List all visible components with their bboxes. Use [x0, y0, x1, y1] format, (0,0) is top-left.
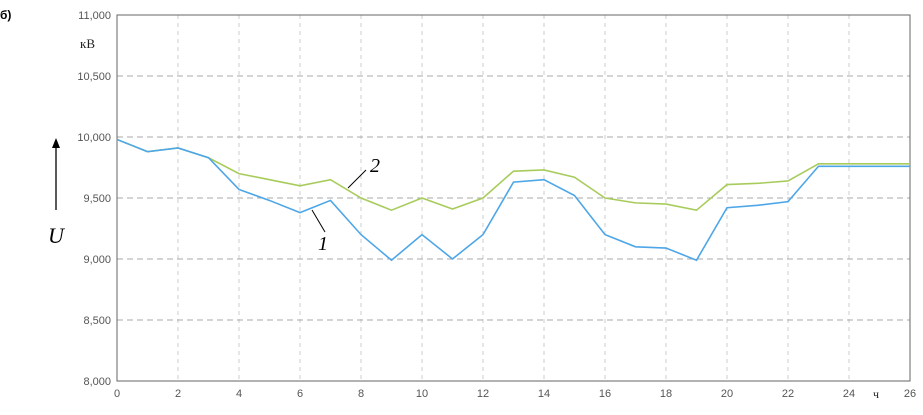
x-tick-label: 6 [297, 388, 303, 400]
y-tick-label: 9,000 [83, 254, 111, 266]
x-tick-label: 22 [782, 388, 794, 400]
series-1-leader [311, 209, 326, 233]
series-1-label: 1 [318, 233, 328, 255]
x-tick-label: 14 [538, 388, 550, 400]
series-2-label: 2 [370, 155, 380, 177]
x-tick-label: 4 [236, 388, 242, 400]
x-tick-label: 24 [843, 388, 855, 400]
x-unit-label: ч [873, 387, 879, 401]
y-tick-label: 8,000 [83, 376, 111, 388]
x-tick-label: 20 [721, 388, 733, 400]
y-tick-label: 8,500 [83, 315, 111, 327]
x-tick-label: 0 [114, 388, 120, 400]
series-2-leader [347, 169, 367, 189]
x-tick-label: 2 [175, 388, 181, 400]
y-axis-label: U [48, 223, 66, 248]
x-tick-label: 8 [358, 388, 364, 400]
series-line-2 [116, 138, 910, 212]
x-tick-label: 16 [599, 388, 611, 400]
y-tick-label: 10,000 [77, 132, 111, 144]
panel-label: б) [0, 8, 12, 22]
y-tick-label: 11,000 [78, 10, 111, 22]
x-tick-label: 18 [660, 388, 672, 400]
y-tick-label: 9,500 [83, 193, 111, 205]
x-tick-label: 10 [416, 388, 428, 400]
plot-frame [116, 14, 911, 382]
y-arrow-head [52, 138, 60, 148]
series-line-1 [116, 138, 910, 262]
y-unit-label: кВ [80, 36, 95, 51]
x-tick-label: 26 [904, 388, 916, 400]
y-tick-label: 10,500 [77, 71, 111, 83]
x-tick-label: 12 [477, 388, 489, 400]
